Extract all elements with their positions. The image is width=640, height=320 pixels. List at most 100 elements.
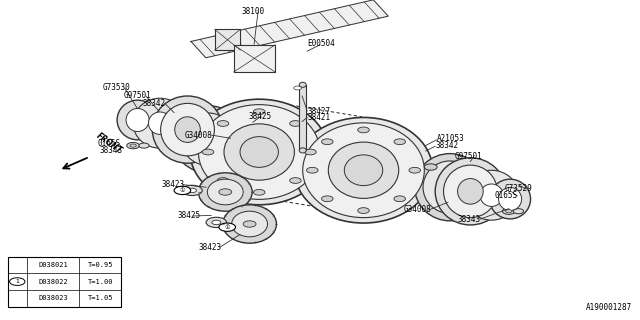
Text: 38427: 38427 <box>307 107 330 116</box>
Circle shape <box>10 278 25 285</box>
Circle shape <box>290 178 301 183</box>
Circle shape <box>219 223 236 231</box>
Ellipse shape <box>198 173 252 211</box>
Text: 0165S: 0165S <box>97 139 120 148</box>
Text: G73529: G73529 <box>504 184 532 193</box>
Ellipse shape <box>148 112 172 134</box>
Ellipse shape <box>328 142 399 198</box>
Text: T=0.95: T=0.95 <box>88 262 113 268</box>
Circle shape <box>394 139 406 145</box>
Circle shape <box>253 189 265 195</box>
Circle shape <box>219 189 232 195</box>
Text: A21053: A21053 <box>436 134 464 143</box>
Ellipse shape <box>190 99 328 205</box>
Text: 38342: 38342 <box>143 99 166 108</box>
Circle shape <box>243 221 256 227</box>
Ellipse shape <box>181 113 235 165</box>
Ellipse shape <box>240 137 278 167</box>
Ellipse shape <box>480 184 503 206</box>
Circle shape <box>217 121 228 126</box>
Circle shape <box>127 142 140 149</box>
Text: 38425: 38425 <box>248 112 271 121</box>
Text: G73530: G73530 <box>102 83 130 92</box>
Ellipse shape <box>133 98 187 148</box>
Circle shape <box>294 86 301 90</box>
Circle shape <box>409 167 420 173</box>
Circle shape <box>321 196 333 202</box>
Circle shape <box>202 149 214 155</box>
Text: D038023: D038023 <box>38 295 68 301</box>
Text: D038022: D038022 <box>38 279 68 284</box>
Text: ①: ① <box>180 188 185 193</box>
Text: 38100: 38100 <box>242 7 265 16</box>
Ellipse shape <box>126 108 149 132</box>
Circle shape <box>217 178 228 183</box>
Ellipse shape <box>224 124 294 180</box>
Circle shape <box>290 121 301 126</box>
Ellipse shape <box>423 161 477 213</box>
Text: 0165S: 0165S <box>495 191 518 200</box>
Ellipse shape <box>444 165 497 218</box>
Text: G34008: G34008 <box>403 205 431 214</box>
Text: 1: 1 <box>15 279 19 284</box>
Text: E00504: E00504 <box>307 39 335 48</box>
Circle shape <box>305 149 316 155</box>
Ellipse shape <box>175 117 200 142</box>
Ellipse shape <box>303 123 424 218</box>
Ellipse shape <box>117 100 158 140</box>
Text: 38343: 38343 <box>458 215 481 224</box>
Text: T=1.05: T=1.05 <box>88 295 113 301</box>
Circle shape <box>307 167 318 173</box>
Circle shape <box>394 196 406 202</box>
Ellipse shape <box>435 158 506 225</box>
Text: G97501: G97501 <box>454 152 482 161</box>
Text: 38342: 38342 <box>435 141 458 150</box>
Circle shape <box>358 208 369 213</box>
Ellipse shape <box>161 103 214 156</box>
Text: D038021: D038021 <box>38 262 68 268</box>
Text: FRONT: FRONT <box>95 132 124 156</box>
Bar <box>234 45 275 72</box>
Text: 38423: 38423 <box>161 180 184 189</box>
Ellipse shape <box>415 154 485 221</box>
Ellipse shape <box>152 96 223 163</box>
Ellipse shape <box>294 117 433 223</box>
Text: 38423: 38423 <box>198 243 221 252</box>
Text: ①: ① <box>225 225 230 230</box>
Ellipse shape <box>499 188 522 211</box>
Ellipse shape <box>344 155 383 186</box>
Ellipse shape <box>232 211 268 237</box>
Circle shape <box>502 208 515 214</box>
Bar <box>214 29 240 50</box>
Circle shape <box>253 109 265 115</box>
Circle shape <box>130 144 136 147</box>
Circle shape <box>174 186 191 195</box>
Text: 38421: 38421 <box>307 113 330 122</box>
Ellipse shape <box>223 205 276 243</box>
Circle shape <box>206 217 227 228</box>
Ellipse shape <box>458 179 483 204</box>
Ellipse shape <box>465 170 518 220</box>
Circle shape <box>424 164 437 170</box>
Circle shape <box>212 220 221 225</box>
Text: T=1.00: T=1.00 <box>88 279 113 284</box>
Circle shape <box>139 143 149 148</box>
Text: G34008: G34008 <box>185 131 212 140</box>
Text: A190001287: A190001287 <box>586 303 632 312</box>
Text: 38343: 38343 <box>99 146 122 155</box>
Ellipse shape <box>198 105 320 199</box>
Circle shape <box>506 210 512 213</box>
Ellipse shape <box>490 179 531 219</box>
Circle shape <box>188 188 196 193</box>
Circle shape <box>513 209 524 214</box>
Circle shape <box>321 139 333 145</box>
Polygon shape <box>191 0 388 58</box>
Circle shape <box>182 185 202 196</box>
Ellipse shape <box>173 106 243 173</box>
Ellipse shape <box>207 179 243 205</box>
Circle shape <box>358 127 369 133</box>
Text: G97501: G97501 <box>124 91 151 100</box>
Ellipse shape <box>300 82 306 87</box>
Bar <box>8 257 121 307</box>
Ellipse shape <box>300 148 306 153</box>
